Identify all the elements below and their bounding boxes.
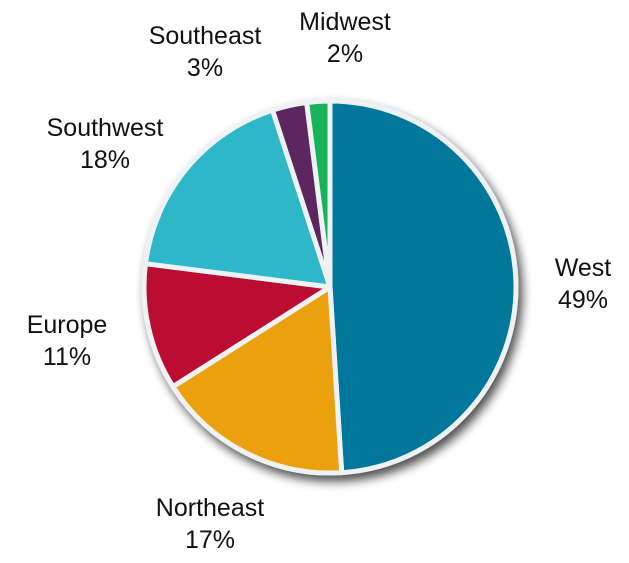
pie-slice-southwest (142, 107, 333, 290)
slice-label-southwest: Southwest (47, 114, 164, 142)
pie-slice-europe (141, 261, 333, 390)
slice-value-label-southwest: 18% (80, 146, 130, 174)
slice-value-label-southeast: 3% (187, 54, 223, 82)
pie-slice-west (327, 98, 519, 476)
slice-label-midwest: Midwest (299, 8, 391, 36)
slice-label-europe: Europe (27, 311, 108, 339)
slice-value-label-west: 49% (558, 286, 608, 314)
slice-label-west: West (555, 254, 612, 282)
slice-value-label-northeast: 17% (185, 526, 235, 554)
slice-value-label-europe: 11% (43, 343, 91, 371)
slice-label-southeast: Southeast (149, 22, 262, 50)
pie-slice-northeast (170, 284, 345, 476)
slice-value-label-midwest: 2% (327, 40, 363, 68)
slice-label-northeast: Northeast (156, 494, 264, 522)
pie-slice-midwest (304, 98, 333, 290)
